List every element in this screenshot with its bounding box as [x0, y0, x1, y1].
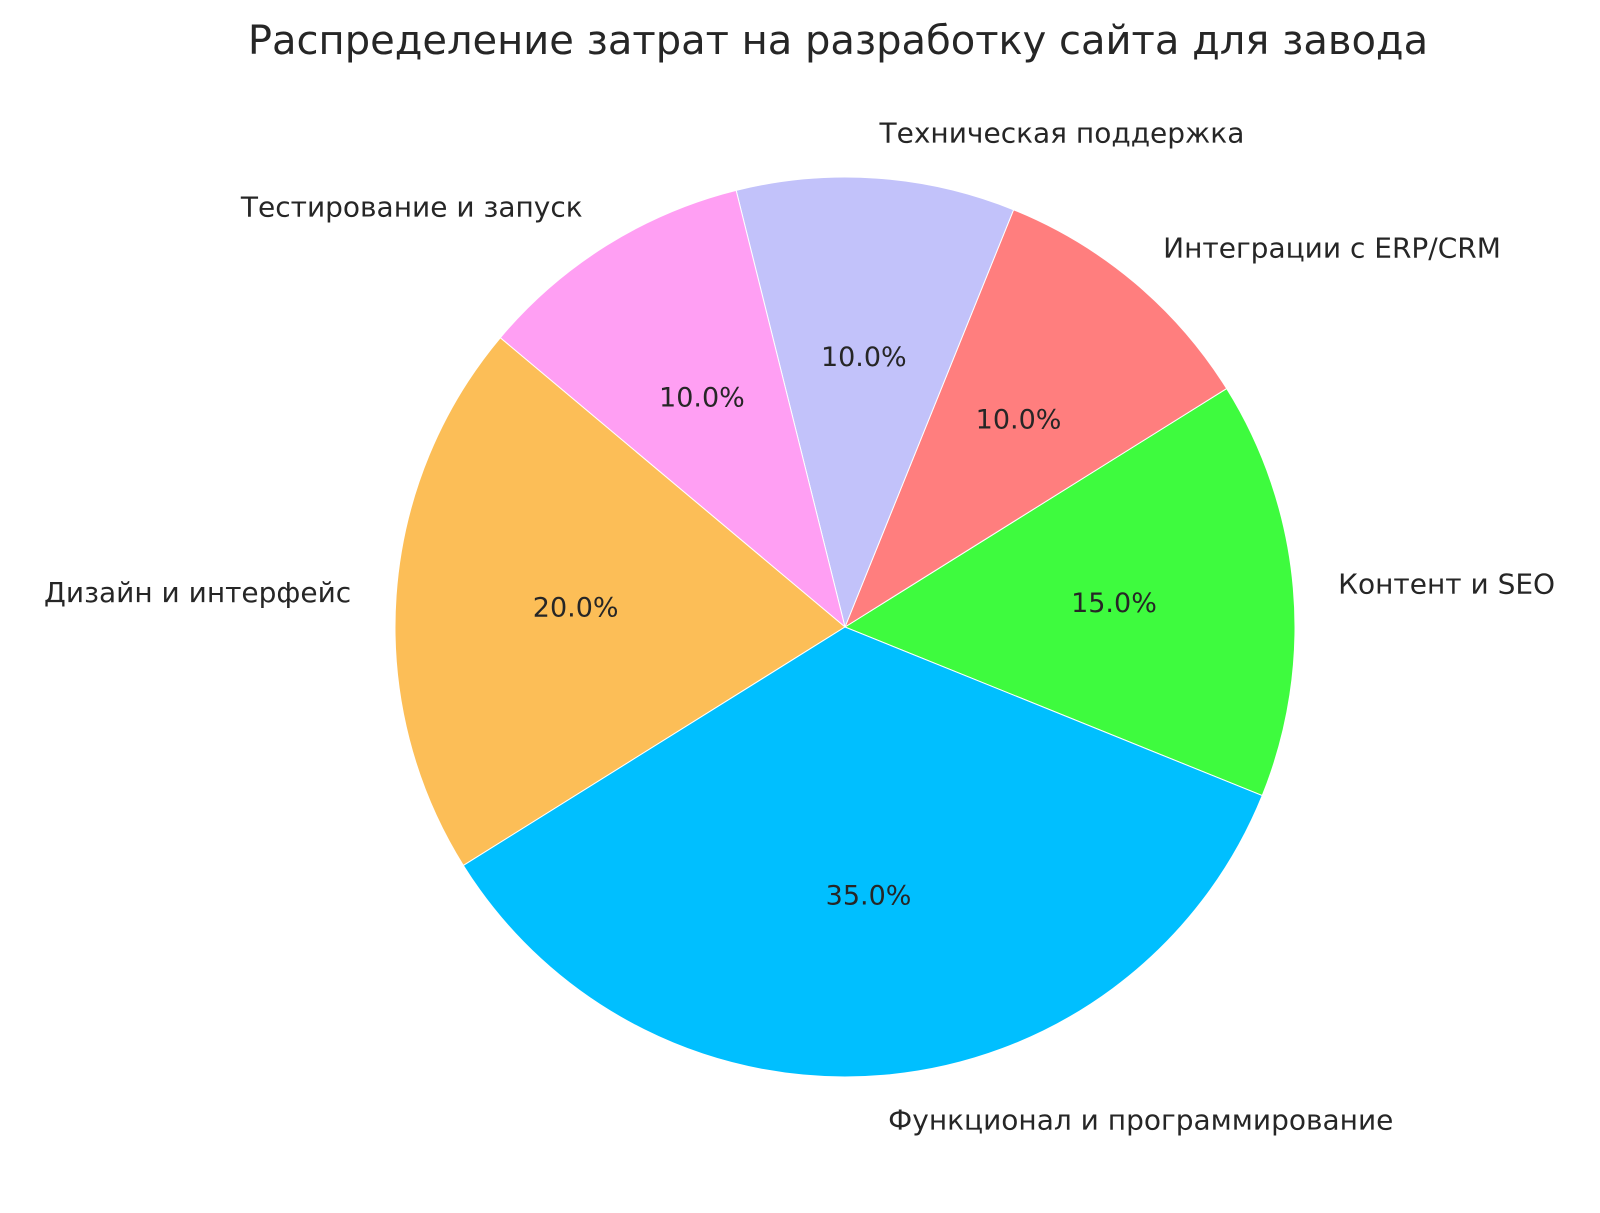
- pie-slice-label-6: Функционал и программирование: [888, 1104, 1393, 1137]
- pie-pct-label-4: 10.0%: [659, 383, 745, 414]
- pie-slice-label-2: Интеграции с ERP/CRM: [1163, 231, 1501, 264]
- pie-pct-label-5: 20.0%: [533, 593, 619, 624]
- pie-slice-2: [843, 209, 1228, 629]
- pie-pct-label-3: 10.0%: [821, 342, 907, 373]
- pie-slice-label-3: Техническая поддержка: [879, 117, 1245, 150]
- pie-pct-label-6: 35.0%: [826, 880, 912, 911]
- pie-pct-label-2: 10.0%: [976, 405, 1062, 436]
- pie-slice-5: [394, 337, 846, 867]
- pie-slice-6: [462, 626, 1263, 1078]
- pie-slice-label-4: Тестирование и запуск: [240, 191, 583, 224]
- pie-pct-label-1: 15.0%: [1071, 588, 1157, 619]
- pie-slice-4: [499, 189, 846, 629]
- pie-slice-3: [735, 176, 1015, 629]
- pie-slice-label-5: Дизайн и интерфейс: [44, 576, 351, 609]
- pie-slice-1: [843, 387, 1296, 797]
- pie-slice-label-1: Контент и SEO: [1338, 567, 1555, 600]
- chart-title: Распределение затрат на разработку сайта…: [247, 18, 1429, 64]
